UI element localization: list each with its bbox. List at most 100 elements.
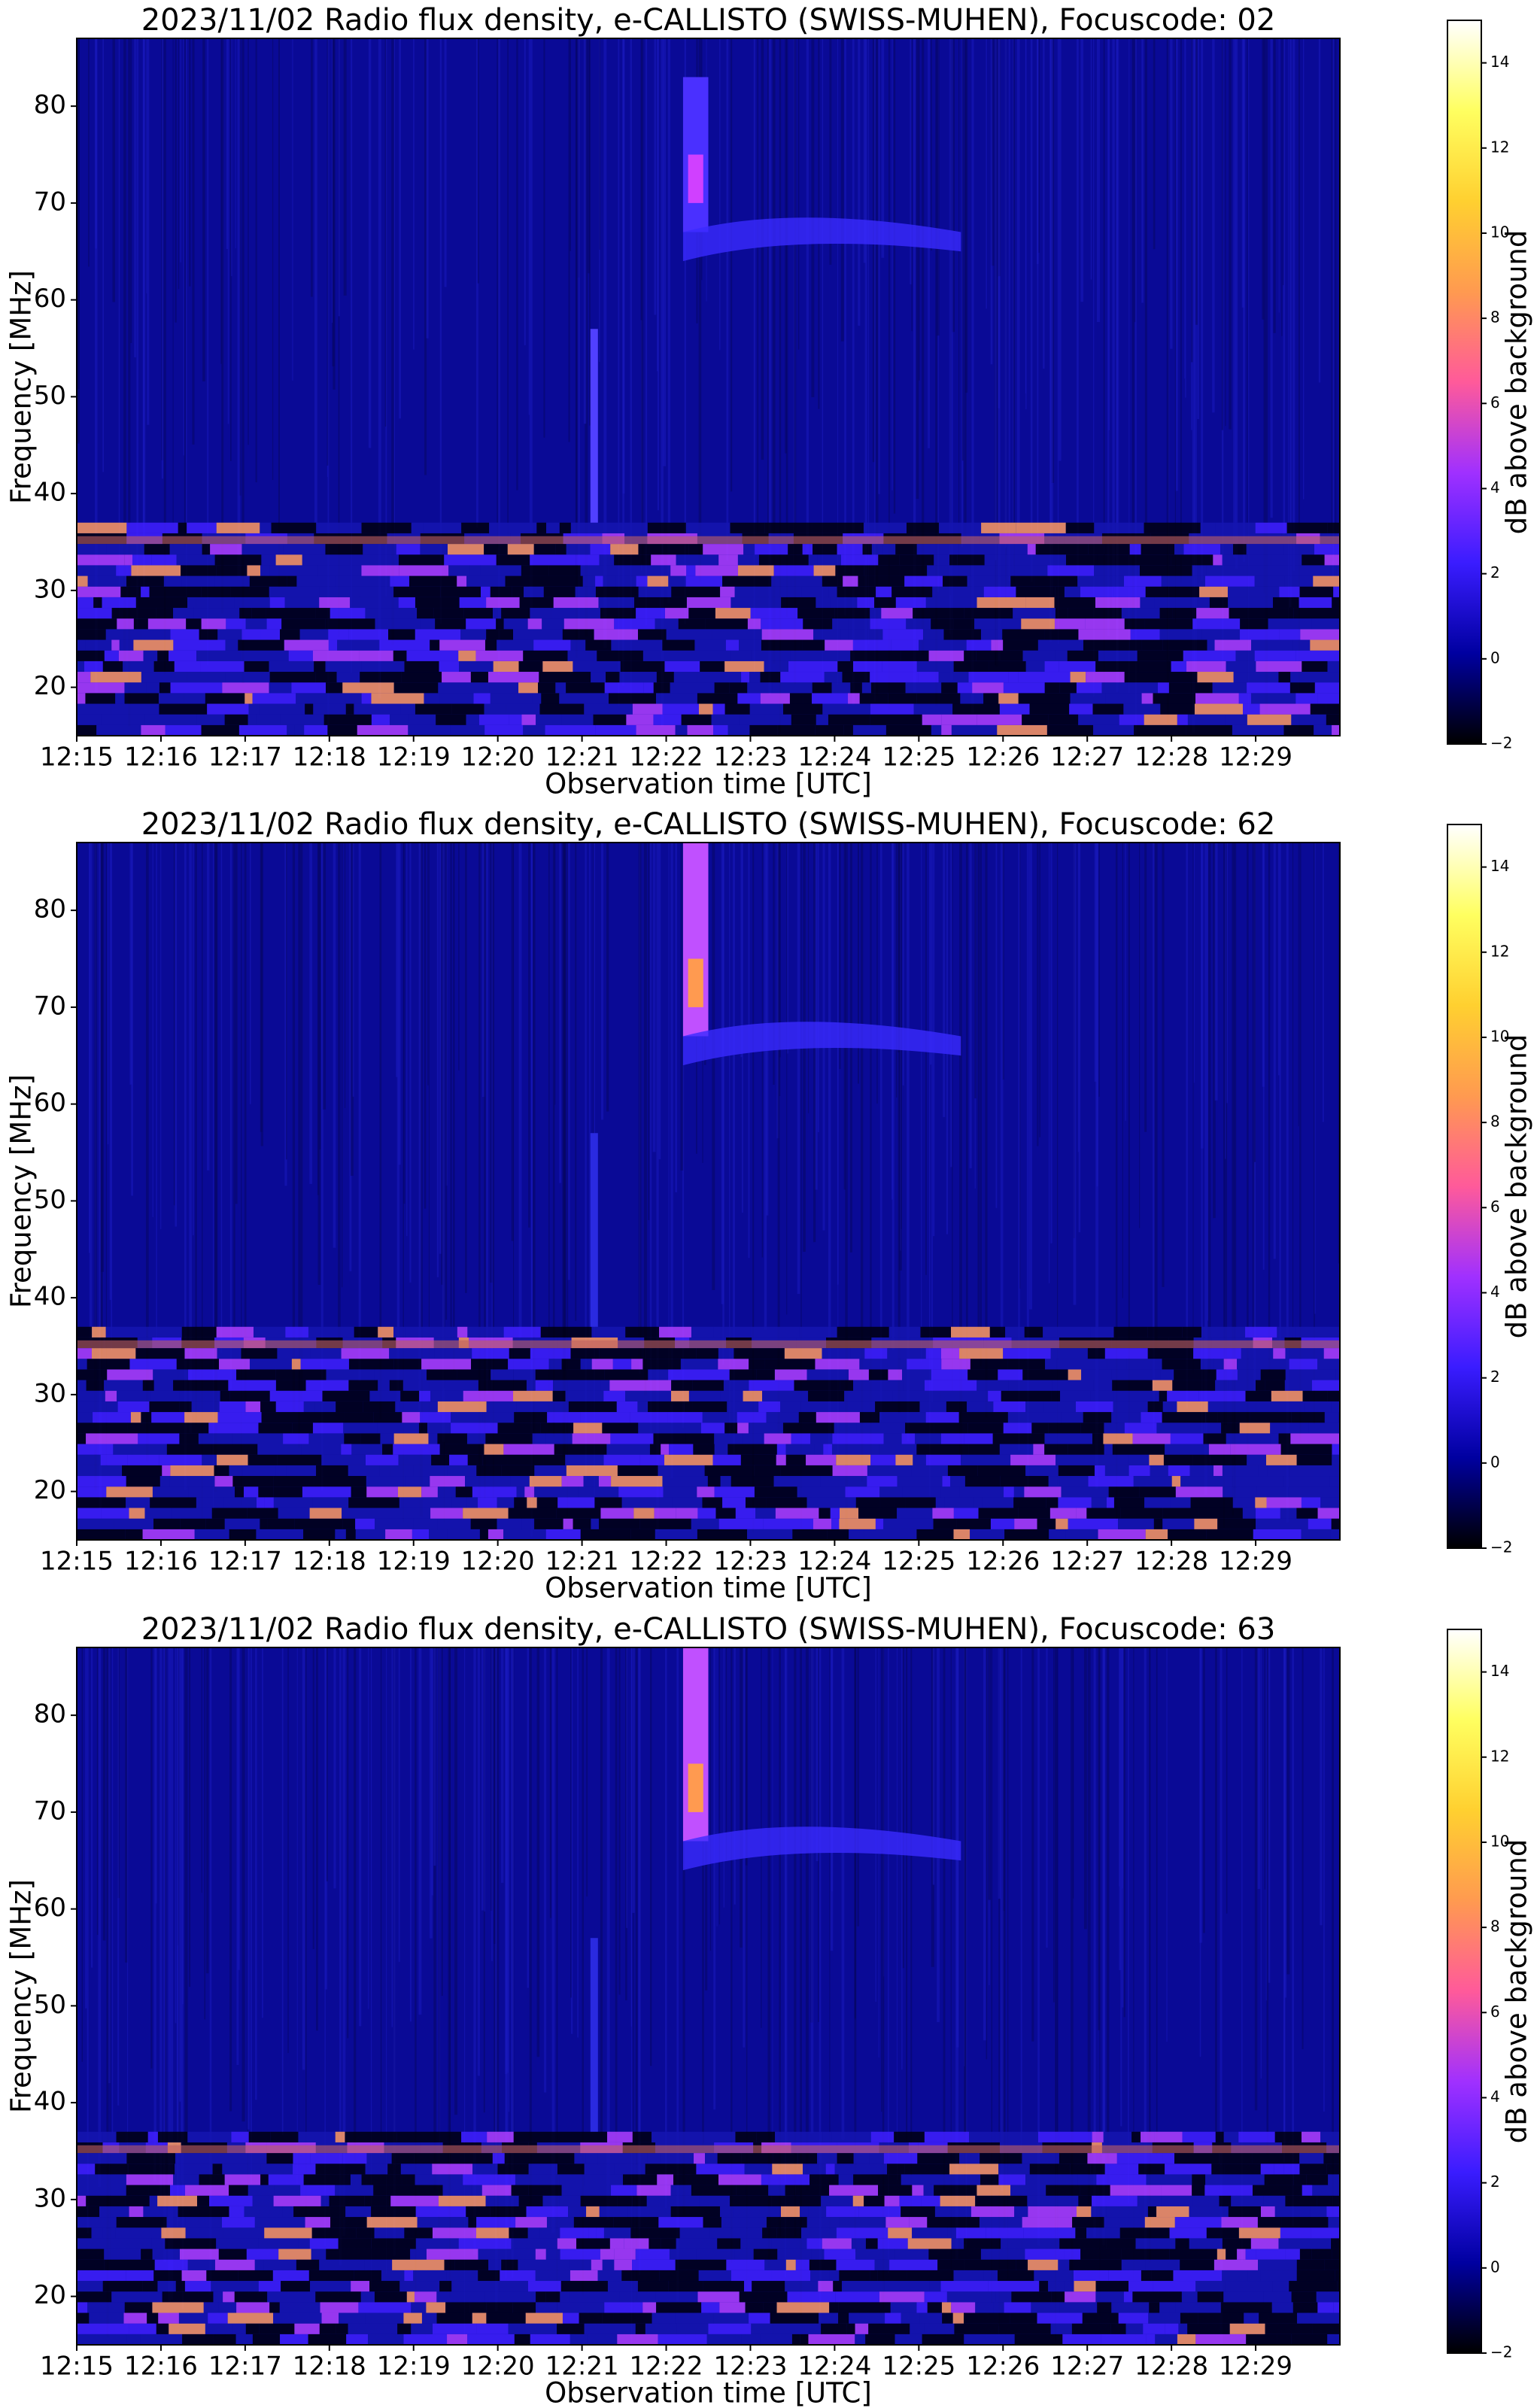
- spectrogram-texture: [87, 1359, 130, 1370]
- spectrogram-texture: [176, 554, 215, 566]
- spectrogram-texture: [1219, 2153, 1253, 2164]
- spectrogram-texture: [734, 2249, 754, 2260]
- spectrogram-texture: [398, 1647, 400, 1962]
- spectrogram-texture: [1046, 1497, 1059, 1508]
- spectrogram-texture: [1292, 1647, 1295, 2226]
- spectrogram-texture: [303, 2174, 351, 2185]
- spectrogram-texture: [1198, 1390, 1246, 1401]
- spectrogram-texture: [1093, 38, 1095, 697]
- spectrogram-texture: [604, 682, 644, 694]
- spectrogram-texture: [606, 1444, 650, 1455]
- spectrogram-texture: [995, 2291, 1012, 2303]
- spectrogram-texture: [345, 1529, 356, 1540]
- spectrogram-texture: [991, 1647, 993, 2303]
- spectrogram-texture: [173, 843, 175, 1206]
- spectrogram-texture: [658, 2217, 703, 2228]
- spectrogram-texture: [1144, 522, 1156, 533]
- spectrogram-texture: [316, 1465, 348, 1477]
- spectrogram-texture: [570, 2334, 588, 2345]
- spectrogram-texture: [928, 650, 964, 661]
- spectrogram-texture: [554, 1444, 607, 1455]
- spectrogram-texture: [1332, 724, 1340, 736]
- spectrogram-texture: [127, 1647, 129, 2180]
- spectrogram-texture: [1286, 522, 1328, 533]
- spectrogram-texture: [667, 1412, 703, 1423]
- spectrogram-texture: [988, 2281, 1040, 2292]
- spectrogram-texture: [1083, 1647, 1087, 1930]
- spectrogram-texture: [466, 575, 506, 587]
- spectrogram-texture: [1228, 2206, 1261, 2218]
- spectrogram-texture: [266, 608, 308, 619]
- spectrogram-texture: [359, 650, 393, 661]
- spectrogram-texture: [1279, 629, 1301, 640]
- spectrogram-texture: [293, 2164, 316, 2175]
- spectrogram-texture: [224, 1518, 260, 1529]
- spectrogram-texture: [999, 1444, 1034, 1455]
- spectrogram-texture: [600, 608, 636, 619]
- spectrogram-texture: [411, 2302, 427, 2313]
- spectrogram-texture: [346, 2334, 369, 2345]
- spectrogram-texture: [959, 2153, 980, 2164]
- spectrogram-texture: [715, 608, 751, 619]
- spectrogram-texture: [1131, 2131, 1141, 2142]
- spectrogram-texture: [808, 2334, 855, 2345]
- spectrogram-texture: [879, 1444, 917, 1455]
- spectrogram-texture: [1060, 1390, 1091, 1401]
- spectrogram-texture: [284, 843, 287, 1186]
- spectrogram-texture: [920, 1326, 931, 1338]
- spectrogram-texture: [816, 714, 828, 725]
- spectrogram-texture: [745, 1497, 767, 1508]
- spectrogram-texture: [811, 2249, 825, 2260]
- spectrogram-texture: [895, 597, 926, 609]
- spectrogram-texture: [229, 2206, 245, 2218]
- spectrogram-texture: [419, 1390, 431, 1401]
- spectrogram-texture: [1083, 1412, 1112, 1423]
- spectrogram-texture: [1272, 2281, 1289, 2292]
- spectrogram-texture: [961, 38, 964, 461]
- spectrogram-texture: [1146, 2334, 1156, 2345]
- spectrogram-texture: [762, 2227, 777, 2239]
- spectrogram-texture: [684, 1401, 693, 1413]
- spectrogram-texture: [714, 1486, 755, 1498]
- spectrogram-texture: [632, 2195, 647, 2206]
- spectrogram-texture: [149, 1401, 180, 1413]
- spectrogram-texture: [819, 1647, 822, 2322]
- spectrogram-texture: [1314, 843, 1315, 1425]
- spectrogram-texture: [476, 38, 478, 528]
- spectrogram-texture: [1049, 1508, 1077, 1519]
- spectrogram: [77, 1647, 1340, 2345]
- spectrogram-texture: [124, 693, 159, 704]
- spectrogram-texture: [244, 1486, 259, 1498]
- spectrogram-texture: [217, 1348, 241, 1359]
- spectrogram-texture: [172, 38, 174, 549]
- spectrogram-texture: [156, 608, 174, 619]
- spectrogram-texture: [875, 1401, 920, 1413]
- spectrogram-texture: [249, 843, 251, 1104]
- spectrogram-texture: [77, 1326, 93, 1338]
- x-axis-label: Observation time [UTC]: [545, 2377, 872, 2408]
- spectrogram-texture: [741, 2153, 773, 2164]
- spectrogram-texture: [1112, 608, 1122, 619]
- spectrogram-texture: [433, 1647, 436, 1866]
- spectrogram-texture: [808, 554, 818, 566]
- spectrogram-texture: [931, 38, 932, 251]
- spectrogram-texture: [770, 2312, 819, 2324]
- spectrogram-texture: [351, 1444, 383, 1455]
- spectrogram-texture: [688, 1763, 703, 1812]
- spectrogram-texture: [580, 1412, 630, 1423]
- spectrogram-texture: [696, 1348, 718, 1359]
- spectrogram-texture: [410, 2249, 427, 2260]
- spectrogram-texture: [260, 565, 270, 576]
- spectrogram-texture: [1293, 608, 1340, 619]
- spectrogram-texture: [970, 1359, 1008, 1370]
- spectrogram-texture: [375, 1518, 414, 1529]
- spectrogram-texture: [607, 2281, 638, 2292]
- spectrogram-texture: [843, 575, 858, 587]
- spectrogram-texture: [740, 2238, 772, 2249]
- spectrogram-texture: [1238, 693, 1251, 704]
- spectrogram-texture: [952, 38, 955, 333]
- spectrogram-texture: [852, 639, 891, 651]
- spectrogram-texture: [1302, 1390, 1328, 1401]
- spectrogram-texture: [829, 2185, 879, 2196]
- spectrogram-texture: [791, 2334, 800, 2345]
